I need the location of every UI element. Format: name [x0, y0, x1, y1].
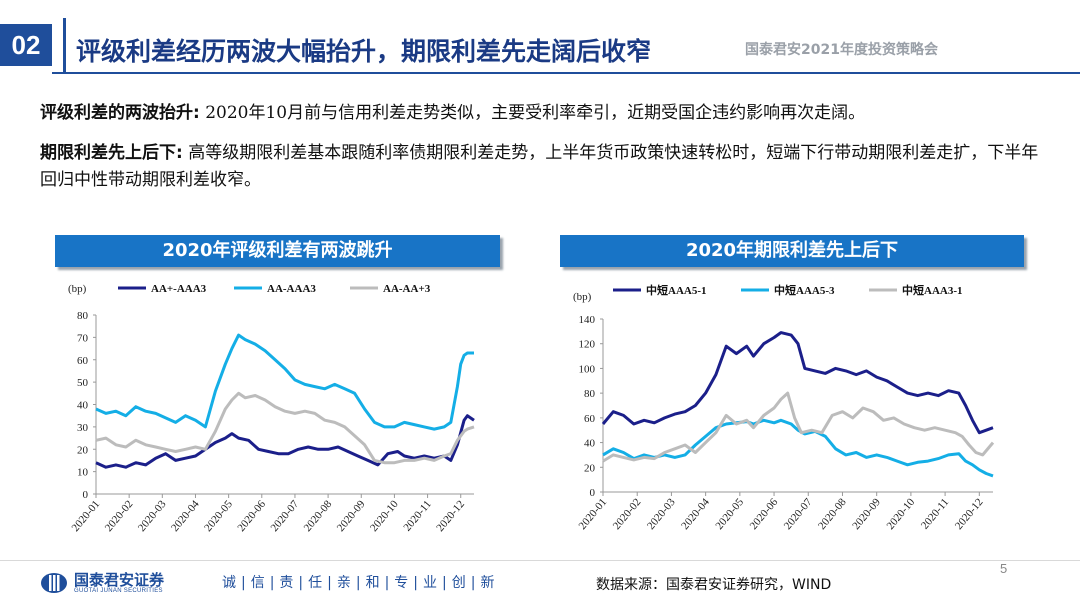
header-divider [63, 18, 66, 74]
y-tick-label: 140 [579, 314, 596, 326]
section-number-badge: 02 [0, 24, 52, 66]
paragraph-rating-spread-text: 2020年10月前与信用利差走势类似，主要受利率牵引，近期受国企违约影响再次走阔… [199, 103, 866, 123]
x-tick-label: 2020-08 [816, 496, 849, 532]
y-tick-label: 0 [83, 489, 89, 501]
footer-rule [0, 560, 1080, 561]
chart-2-title: 2020年期限利差先上后下 [560, 235, 1024, 267]
slide-title: 评级利差经历两波大幅抬升，期限利差先走阔后收窄 [76, 37, 652, 66]
x-tick-label: 2020-06 [235, 498, 268, 534]
data-source: 数据来源：国泰君安证券研究，WIND [596, 577, 832, 593]
y-tick-label: 80 [584, 388, 596, 400]
y-tick-label: 20 [77, 444, 89, 456]
x-tick-label: 2020-02 [611, 496, 644, 532]
x-tick-label: 2020-06 [748, 496, 781, 532]
x-tick-label: 2020-12 [434, 498, 467, 534]
y-tick-label: 40 [77, 400, 89, 412]
company-slogan: 诚|信|责|任|亲|和|专|业|创|新 [222, 575, 500, 591]
y-tick-label: 120 [579, 339, 596, 351]
brand-title: 国泰君安2021年度投资策略会 [745, 42, 938, 58]
x-tick-label: 2020-08 [302, 498, 335, 534]
x-tick-label: 2020-07 [268, 498, 301, 534]
y-tick-label: 80 [77, 310, 89, 322]
x-tick-label: 2020-04 [679, 496, 712, 532]
y-tick-label: 30 [77, 422, 89, 434]
y-tick-label: 50 [77, 377, 89, 389]
paragraph-rating-spread-label: 评级利差的两波抬升: [40, 103, 200, 123]
x-tick-label: 2020-09 [335, 498, 368, 534]
chart-1-title: 2020年评级利差有两波跳升 [55, 235, 500, 267]
legend-label: 中短AAA5-1 [646, 283, 707, 297]
y-tick-label: 20 [584, 462, 596, 474]
y-tick-label: 100 [579, 363, 596, 375]
header-rule [52, 72, 1080, 74]
series-line-3 [95, 391, 475, 465]
y-tick-label: 10 [77, 467, 89, 479]
paragraph-rating-spread: 评级利差的两波抬升: 2020年10月前与信用利差走势类似，主要受利率牵引，近期… [40, 100, 1050, 127]
x-tick-label: 2020-03 [136, 498, 169, 534]
y-tick-label: 60 [584, 413, 596, 425]
x-tick-label: 2020-04 [169, 498, 202, 534]
x-tick-label: 2020-01 [577, 496, 610, 532]
x-tick-label: 2020-12 [953, 496, 986, 532]
x-tick-label: 2020-10 [368, 498, 401, 534]
legend-label: 中短AAA3-1 [902, 283, 963, 297]
company-logo-icon [41, 573, 67, 593]
x-tick-label: 2020-02 [103, 498, 136, 534]
legend-label: AA-AAA3 [267, 283, 316, 295]
series-line-2 [95, 333, 474, 431]
legend-label: 中短AAA5-3 [774, 283, 835, 297]
y-tick-label: 60 [77, 355, 89, 367]
x-tick-label: 2020-05 [202, 498, 235, 534]
y-tick-label: 70 [77, 332, 89, 344]
y-tick-label: 0 [590, 487, 596, 499]
paragraph-term-spread-label: 期限利差先上后下: [40, 143, 183, 163]
x-tick-label: 2020-07 [782, 496, 815, 532]
paragraph-term-spread-text: 高等级期限利差基本跟随利率债期限利差走势，上半年货币政策快速转松时，短端下行带动… [40, 143, 1039, 190]
legend-label: AA-AA+3 [383, 283, 431, 295]
x-tick-label: 2020-10 [884, 496, 917, 532]
paragraph-term-spread: 期限利差先上后下: 高等级期限利差基本跟随利率债期限利差走势，上半年货币政策快速… [40, 140, 1040, 194]
company-name-en: GUOTAI JUNAN SECURITIES [74, 588, 163, 594]
series-line-1 [95, 414, 475, 469]
series-line-3 [602, 391, 995, 463]
page-number: 5 [1000, 561, 1008, 576]
legend-label: AA+-AAA3 [151, 283, 207, 295]
company-name: 国泰君安证券 [74, 571, 165, 589]
x-tick-label: 2020-09 [850, 496, 883, 532]
series-line-1 [601, 331, 994, 435]
x-tick-label: 2020-03 [645, 496, 678, 532]
x-tick-label: 2020-05 [713, 496, 746, 532]
slide-header: 02 评级利差经历两波大幅抬升，期限利差先走阔后收窄 国泰君安2021年度投资策… [0, 0, 1080, 82]
y-axis-label: (bp) [68, 283, 87, 295]
y-tick-label: 40 [584, 438, 596, 450]
y-axis-label: (bp) [573, 291, 592, 303]
x-tick-label: 2020-11 [919, 496, 952, 531]
x-tick-label: 2020-11 [401, 498, 434, 533]
x-tick-label: 2020-01 [70, 498, 103, 534]
